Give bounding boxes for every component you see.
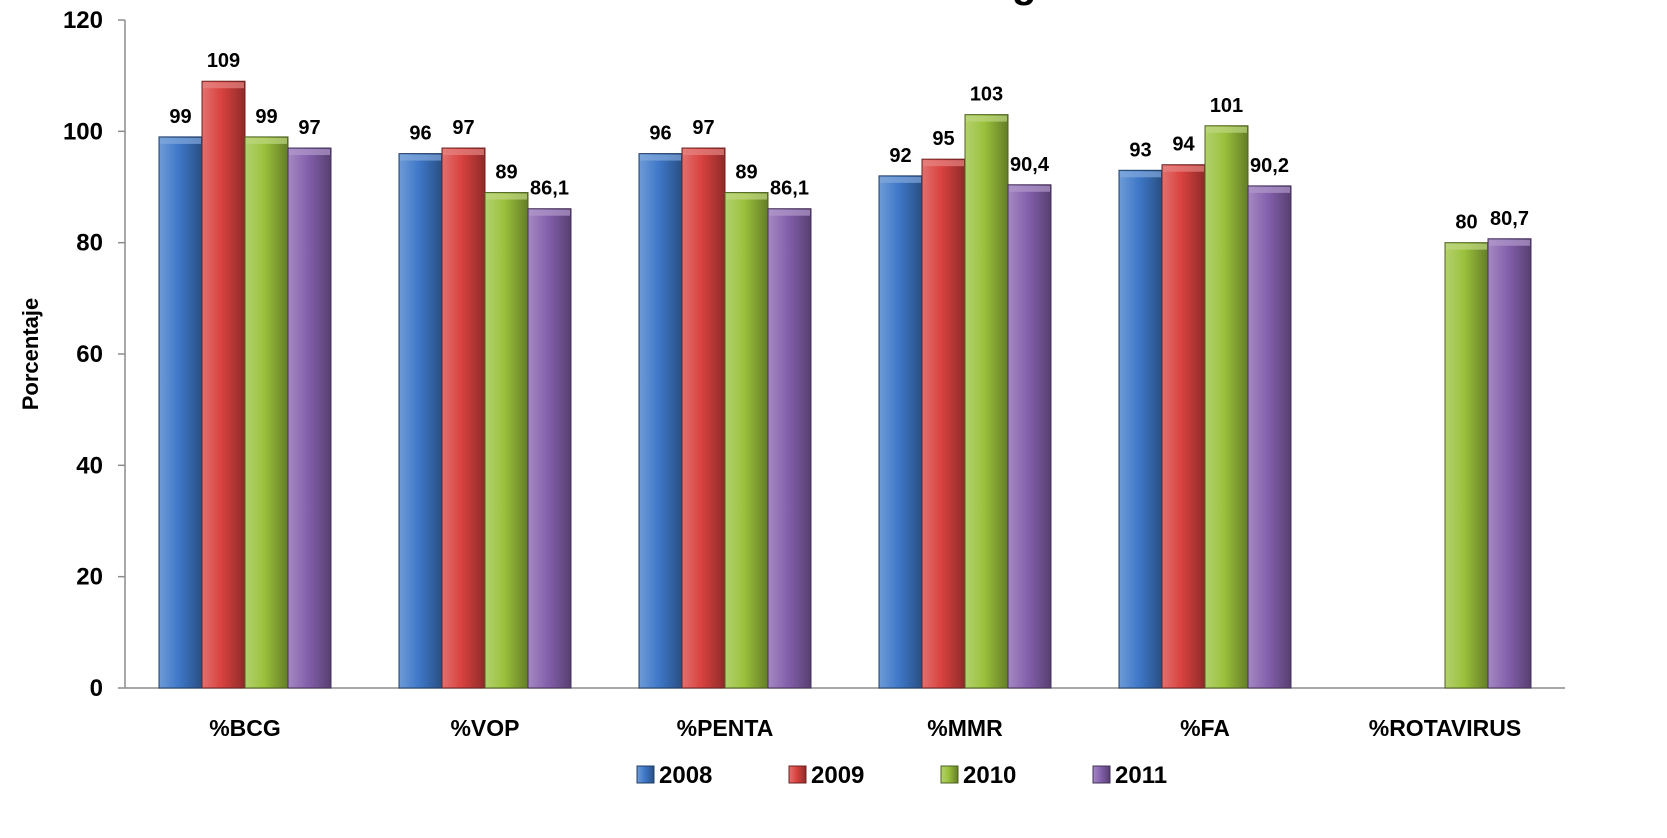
data-label: 109 — [207, 50, 240, 72]
bar-2011-penta — [767, 208, 812, 689]
category-label: %MMR — [927, 715, 1003, 741]
data-label: 101 — [1210, 95, 1243, 117]
legend-label-2008: 2008 — [659, 762, 712, 789]
legend-label-2010: 2010 — [963, 762, 1016, 789]
bar-2009-bcg — [201, 80, 246, 689]
y-tick-label: 40 — [76, 452, 103, 479]
bar-2011-bcg — [287, 147, 332, 689]
bar-2010-vop — [484, 192, 529, 689]
bar-2009-mmr — [921, 158, 966, 689]
bar-2010-bcg — [244, 136, 289, 689]
data-label: 89 — [735, 162, 757, 184]
data-label: 86,1 — [530, 178, 569, 200]
bar-2011-vop — [527, 208, 572, 689]
data-label: 97 — [692, 117, 714, 139]
bar-top-bevel — [966, 115, 1007, 122]
bar-top-bevel — [1249, 186, 1290, 193]
data-label: 96 — [649, 123, 671, 145]
bar-2008-penta — [638, 153, 683, 689]
y-tick-label: 80 — [76, 230, 103, 257]
bar-2011-rotavirus — [1487, 238, 1532, 689]
category-label: %BCG — [209, 715, 281, 741]
data-label: 99 — [255, 106, 277, 128]
bar-top-bevel — [400, 154, 441, 161]
y-tick-label: 60 — [76, 341, 103, 368]
bar-top-bevel — [1206, 126, 1247, 133]
bar-top-bevel — [1009, 185, 1050, 192]
data-label: 90,2 — [1250, 155, 1289, 177]
legend-label-2011: 2011 — [1115, 762, 1167, 789]
bar-top-bevel — [1120, 171, 1161, 178]
legend-label-2009: 2009 — [811, 762, 864, 789]
bar-2008-bcg — [158, 136, 203, 689]
y-tick-label: 100 — [63, 118, 103, 145]
category-label: %VOP — [450, 715, 519, 741]
legend-swatch-2010 — [940, 765, 959, 784]
data-label: 93 — [1129, 139, 1151, 161]
category-label: %PENTA — [677, 715, 774, 741]
data-label: 103 — [970, 84, 1003, 106]
bar-2010-fa — [1204, 125, 1249, 689]
data-label: 97 — [298, 117, 320, 139]
bar-top-bevel — [923, 160, 964, 167]
bar-top-bevel — [880, 176, 921, 183]
bar-2008-fa — [1118, 169, 1163, 689]
data-label: 90,4 — [1010, 154, 1050, 176]
bar-2008-mmr — [878, 175, 923, 689]
data-label: 80,7 — [1490, 208, 1529, 230]
y-tick-label: 120 — [63, 7, 103, 34]
bar-top-bevel — [726, 193, 767, 200]
bar-2008-vop — [398, 153, 443, 689]
bar-2010-rotavirus — [1444, 242, 1489, 689]
legend-swatch-2011 — [1092, 765, 1111, 784]
chart-title: g — [1012, 0, 1036, 7]
data-label: 99 — [169, 106, 191, 128]
data-label: 86,1 — [770, 178, 809, 200]
bar-top-bevel — [1163, 165, 1204, 172]
bar-2010-mmr — [964, 114, 1009, 689]
bar-2011-mmr — [1007, 184, 1052, 689]
data-label: 89 — [495, 162, 517, 184]
data-label: 80 — [1455, 212, 1477, 234]
bar-2010-penta — [724, 192, 769, 689]
bar-top-bevel — [486, 193, 527, 200]
legend-swatch-2008 — [636, 765, 655, 784]
bar-2009-fa — [1161, 164, 1206, 689]
bar-top-bevel — [1489, 239, 1530, 246]
y-tick-label: 20 — [76, 564, 103, 591]
legend-swatch-2009 — [788, 765, 807, 784]
y-axis-title: Porcentaje — [18, 298, 43, 411]
data-label: 92 — [889, 145, 911, 167]
data-label: 96 — [409, 123, 431, 145]
bar-2011-fa — [1247, 185, 1292, 689]
bar-top-bevel — [1446, 243, 1487, 250]
bar-top-bevel — [203, 82, 244, 89]
bar-2009-vop — [441, 147, 486, 689]
bar-top-bevel — [529, 209, 570, 216]
bar-top-bevel — [246, 137, 287, 144]
bar-top-bevel — [640, 154, 681, 161]
data-label: 95 — [932, 128, 954, 150]
bar-top-bevel — [289, 149, 330, 156]
y-tick-label: 0 — [90, 675, 103, 702]
bar-top-bevel — [160, 137, 201, 144]
bar-2009-penta — [681, 147, 726, 689]
data-label: 94 — [1172, 134, 1195, 156]
category-label: %FA — [1180, 715, 1230, 741]
bar-top-bevel — [683, 149, 724, 156]
bar-top-bevel — [769, 209, 810, 216]
category-label: %ROTAVIRUS — [1369, 715, 1522, 741]
data-label: 97 — [452, 117, 474, 139]
bar-top-bevel — [443, 149, 484, 156]
